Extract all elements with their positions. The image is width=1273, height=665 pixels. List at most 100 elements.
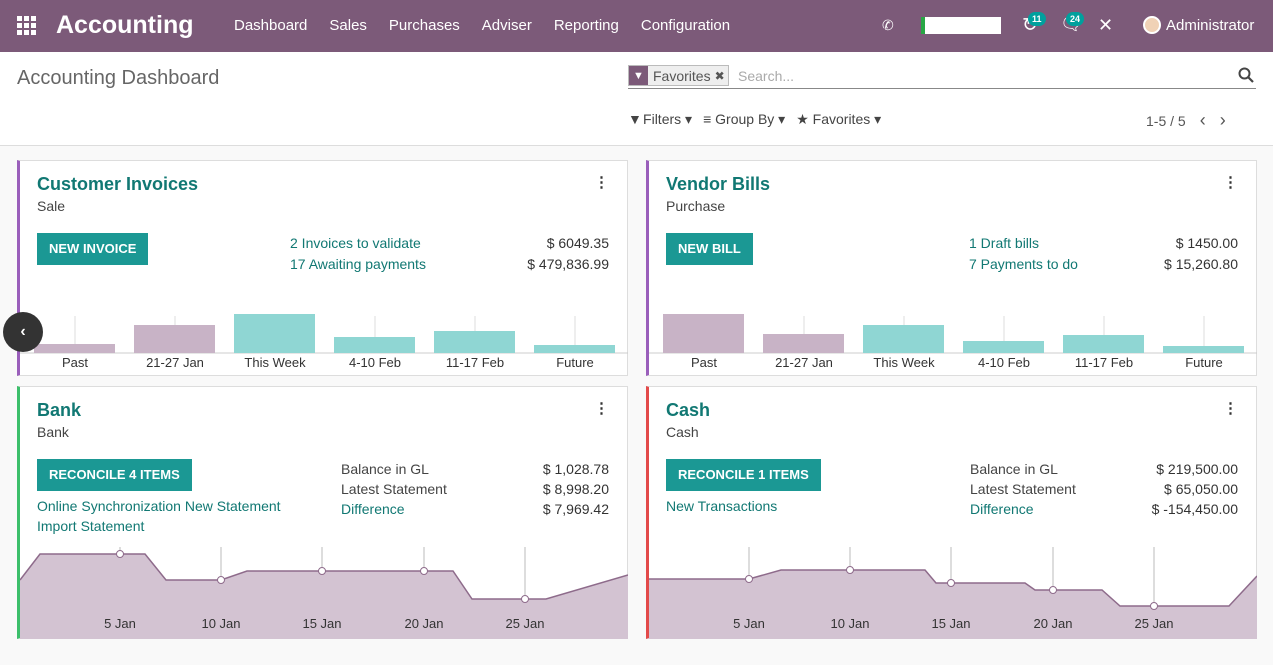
axis-label: 21-27 Jan xyxy=(146,355,204,370)
bills-bar-chart[interactable]: Past 21-27 Jan This Week 4-10 Feb 11-17 … xyxy=(649,308,1257,374)
latest-statement-amount: $ 65,050.00 xyxy=(1164,481,1238,497)
debug-tools-icon[interactable]: ✕ xyxy=(1098,15,1114,35)
chevron-left-icon[interactable]: ‹ xyxy=(3,312,43,352)
control-panel: Accounting Dashboard ▼ Favorites ✖ ▼ Fil… xyxy=(0,52,1273,146)
main-menu: Dashboard Sales Purchases Adviser Report… xyxy=(234,17,752,34)
awaiting-payments-link[interactable]: 17 Awaiting payments xyxy=(290,256,426,272)
new-transactions-link[interactable]: New Transactions xyxy=(666,498,778,514)
card-subtitle: Purchase xyxy=(666,198,726,214)
invoices-bar-chart[interactable]: Past 21-27 Jan This Week 4-10 Feb 11-17 … xyxy=(20,308,628,374)
card-subtitle: Bank xyxy=(37,424,69,440)
menu-purchases[interactable]: Purchases xyxy=(388,17,460,34)
top-navbar: Accounting Dashboard Sales Purchases Adv… xyxy=(0,0,1273,52)
bar-11-17-feb xyxy=(1063,335,1144,353)
difference-link[interactable]: Difference xyxy=(341,501,405,517)
bar-21-27-jan xyxy=(763,334,844,353)
menu-sales[interactable]: Sales xyxy=(329,17,367,34)
vendor-bills-card: Vendor Bills Purchase ⋮ NEW BILL 1 Draft… xyxy=(646,160,1257,376)
menu-configuration[interactable]: Configuration xyxy=(640,17,731,34)
groupby-label: Group By xyxy=(715,111,775,127)
axis-label: 25 Jan xyxy=(505,616,544,631)
reconcile-button[interactable]: RECONCILE 4 ITEMS xyxy=(37,459,192,491)
cash-card: Cash Cash ⋮ RECONCILE 1 ITEMS New Transa… xyxy=(646,386,1257,639)
new-bill-button[interactable]: NEW BILL xyxy=(666,233,753,265)
reconcile-button[interactable]: RECONCILE 1 ITEMS xyxy=(666,459,821,491)
card-options-icon[interactable]: ⋮ xyxy=(1223,174,1238,191)
draft-bills-link[interactable]: 1 Draft bills xyxy=(969,235,1040,251)
bar-4-10-feb xyxy=(963,341,1044,353)
axis-label: This Week xyxy=(244,355,306,370)
card-options-icon[interactable]: ⋮ xyxy=(594,400,609,417)
axis-label: 10 Jan xyxy=(201,616,240,631)
status-indicator[interactable] xyxy=(921,17,1001,34)
bar-this-week xyxy=(863,325,944,353)
balance-gl-amount: $ 219,500.00 xyxy=(1156,461,1238,477)
latest-statement-amount: $ 8,998.20 xyxy=(542,481,609,497)
axis-label: Past xyxy=(691,355,717,370)
card-options-icon[interactable]: ⋮ xyxy=(594,174,609,191)
customer-invoices-card: Customer Invoices Sale ⋮ NEW INVOICE 2 I… xyxy=(17,160,628,376)
bar-future xyxy=(1163,346,1244,353)
payments-to-do-amount: $ 15,260.80 xyxy=(1164,256,1238,272)
avatar xyxy=(1143,16,1161,34)
filter-icon: ▼ xyxy=(629,66,648,85)
apps-menu-icon[interactable] xyxy=(17,16,37,35)
filters-dropdown[interactable]: ▼ Filters ▾ xyxy=(628,111,693,127)
invoices-to-validate-amount: $ 6049.35 xyxy=(546,235,609,251)
phone-icon[interactable]: ✆ xyxy=(882,17,894,33)
balance-gl-amount: $ 1,028.78 xyxy=(542,461,609,477)
pager-previous-icon[interactable]: ‹ xyxy=(1199,110,1206,130)
new-invoice-button[interactable]: NEW INVOICE xyxy=(37,233,149,265)
axis-label: 21-27 Jan xyxy=(775,355,833,370)
menu-adviser[interactable]: Adviser xyxy=(481,17,532,34)
axis-label: 4-10 Feb xyxy=(349,355,401,370)
menu-dashboard[interactable]: Dashboard xyxy=(234,17,308,34)
bar-11-17-feb xyxy=(434,331,515,353)
bank-card: Bank Bank ⋮ RECONCILE 4 ITEMS Online Syn… xyxy=(17,386,628,639)
latest-statement-label: Latest Statement xyxy=(970,481,1076,497)
draft-bills-amount: $ 1450.00 xyxy=(1175,235,1238,251)
card-subtitle: Sale xyxy=(37,198,66,214)
invoices-to-validate-link[interactable]: 2 Invoices to validate xyxy=(290,235,421,251)
bar-21-27-jan xyxy=(134,325,215,353)
bar-this-week xyxy=(234,314,315,353)
awaiting-payments-amount: $ 479,836.99 xyxy=(527,256,609,272)
payments-to-do-link[interactable]: 7 Payments to do xyxy=(969,256,1078,272)
axis-label: 15 Jan xyxy=(931,616,970,631)
axis-label: Future xyxy=(556,355,594,370)
user-menu[interactable]: Administrator xyxy=(1143,16,1254,34)
axis-label: 4-10 Feb xyxy=(978,355,1030,370)
card-title[interactable]: Customer Invoices xyxy=(37,174,199,194)
card-options-icon[interactable]: ⋮ xyxy=(1223,400,1238,417)
search-icon[interactable] xyxy=(1238,67,1254,83)
search-facet: ▼ Favorites ✖ xyxy=(628,65,729,86)
balance-gl-label: Balance in GL xyxy=(970,461,1058,477)
import-statement-link[interactable]: Import Statement xyxy=(37,518,145,534)
cash-line-chart[interactable]: 5 Jan 10 Jan 15 Jan 20 Jan 25 Jan xyxy=(649,547,1257,639)
card-title[interactable]: Vendor Bills xyxy=(666,174,771,194)
bar-future xyxy=(534,345,615,353)
groupby-dropdown[interactable]: ≡ Group By ▾ xyxy=(703,111,786,127)
pager: 1-5 / 5 ‹ › xyxy=(1146,110,1226,131)
balance-gl-label: Balance in GL xyxy=(341,461,429,477)
menu-reporting[interactable]: Reporting xyxy=(553,17,619,34)
bar-4-10-feb xyxy=(334,337,415,353)
app-brand[interactable]: Accounting xyxy=(56,11,194,39)
axis-label: 20 Jan xyxy=(404,616,443,631)
card-subtitle: Cash xyxy=(666,424,699,440)
search-bar: ▼ Favorites ✖ xyxy=(628,65,1256,89)
pager-value[interactable]: 1-5 / 5 xyxy=(1146,112,1186,129)
pager-next-icon[interactable]: › xyxy=(1219,110,1226,130)
card-title[interactable]: Cash xyxy=(666,400,711,420)
card-title[interactable]: Bank xyxy=(37,400,82,420)
online-sync-link[interactable]: Online Synchronization New Statement xyxy=(37,498,281,514)
bank-line-chart[interactable]: 5 Jan 10 Jan 15 Jan 20 Jan 25 Jan xyxy=(20,547,628,639)
facet-label: Favorites xyxy=(653,67,711,84)
search-input[interactable] xyxy=(738,66,1218,86)
favorites-dropdown[interactable]: ★ Favorites ▾ xyxy=(796,111,882,127)
axis-label: 11-17 Feb xyxy=(446,355,504,370)
axis-label: 10 Jan xyxy=(830,616,869,631)
difference-link[interactable]: Difference xyxy=(970,501,1034,517)
axis-label: 25 Jan xyxy=(1134,616,1173,631)
remove-facet-icon[interactable]: ✖ xyxy=(714,68,725,83)
